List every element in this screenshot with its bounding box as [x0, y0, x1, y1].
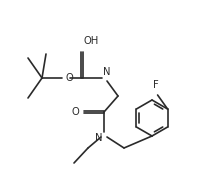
Text: F: F	[152, 80, 158, 90]
Text: N: N	[95, 133, 103, 143]
Text: O: O	[71, 107, 79, 117]
Text: OH: OH	[84, 36, 99, 46]
Text: N: N	[103, 67, 110, 77]
Text: O: O	[66, 73, 73, 83]
